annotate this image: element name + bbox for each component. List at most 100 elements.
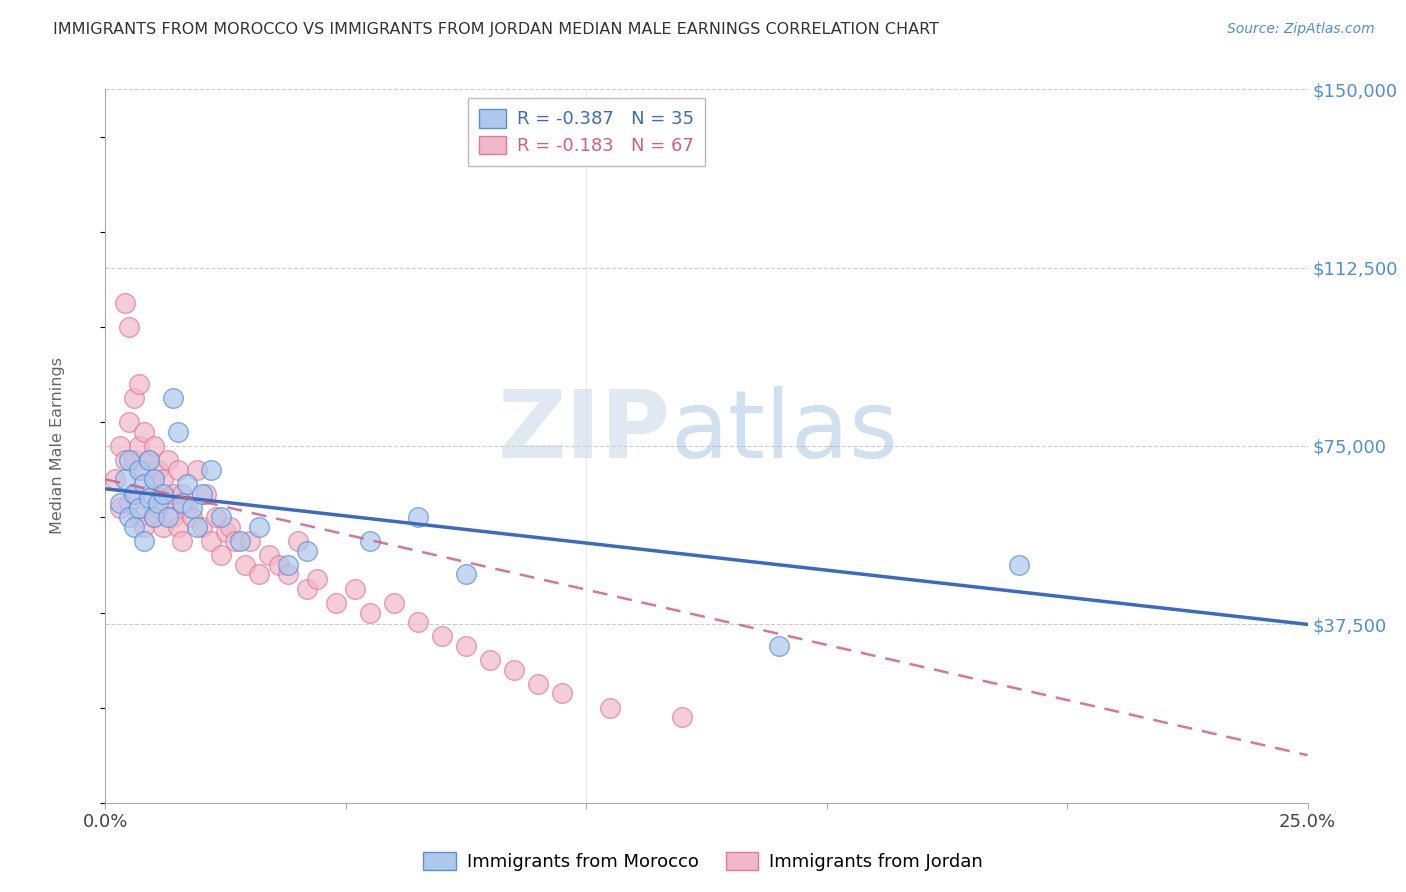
Point xyxy=(124,520,146,534)
Point xyxy=(200,463,222,477)
Point xyxy=(124,486,146,500)
Point xyxy=(172,496,194,510)
Point xyxy=(233,558,256,572)
Point xyxy=(124,486,146,500)
Point xyxy=(132,463,155,477)
Point xyxy=(257,549,280,563)
Point xyxy=(124,392,146,406)
Point xyxy=(224,534,246,549)
Point xyxy=(209,510,232,524)
Point xyxy=(297,582,319,596)
Point xyxy=(124,453,146,467)
Legend: Immigrants from Morocco, Immigrants from Jordan: Immigrants from Morocco, Immigrants from… xyxy=(416,845,990,879)
Point xyxy=(479,653,502,667)
Point xyxy=(599,700,621,714)
Point xyxy=(195,486,218,500)
Point xyxy=(214,524,236,539)
Legend: R = -0.387   N = 35, R = -0.183   N = 67: R = -0.387 N = 35, R = -0.183 N = 67 xyxy=(468,98,704,166)
Point xyxy=(172,534,194,549)
Point xyxy=(162,486,184,500)
Point xyxy=(172,486,194,500)
Point xyxy=(551,686,574,700)
Point xyxy=(527,677,550,691)
Point xyxy=(132,477,155,491)
Point xyxy=(118,496,141,510)
Point xyxy=(152,472,174,486)
Point xyxy=(142,472,165,486)
Point xyxy=(138,486,160,500)
Point xyxy=(671,710,693,724)
Point xyxy=(359,534,381,549)
Point xyxy=(118,415,141,429)
Point xyxy=(176,500,198,515)
Point xyxy=(114,296,136,310)
Point xyxy=(325,596,347,610)
Point xyxy=(359,606,381,620)
Point xyxy=(114,472,136,486)
Point xyxy=(118,510,141,524)
Point xyxy=(209,549,232,563)
Point xyxy=(108,439,131,453)
Point xyxy=(219,520,242,534)
Point xyxy=(148,463,170,477)
Point xyxy=(166,520,188,534)
Point xyxy=(430,629,453,643)
Point xyxy=(108,500,131,515)
Point xyxy=(229,534,252,549)
Point xyxy=(142,510,165,524)
Point xyxy=(768,639,790,653)
Text: Median Male Earnings: Median Male Earnings xyxy=(49,358,65,534)
Point xyxy=(132,520,155,534)
Point xyxy=(247,520,270,534)
Point xyxy=(138,453,160,467)
Point xyxy=(406,615,429,629)
Point xyxy=(132,425,155,439)
Point xyxy=(142,439,165,453)
Point xyxy=(305,572,328,586)
Point xyxy=(181,510,204,524)
Point xyxy=(128,500,150,515)
Point xyxy=(152,486,174,500)
Text: atlas: atlas xyxy=(671,385,898,478)
Point xyxy=(186,463,208,477)
Point xyxy=(162,392,184,406)
Point xyxy=(162,510,184,524)
Point xyxy=(344,582,367,596)
Text: Source: ZipAtlas.com: Source: ZipAtlas.com xyxy=(1227,22,1375,37)
Text: ZIP: ZIP xyxy=(498,385,671,478)
Point xyxy=(200,534,222,549)
Point xyxy=(156,453,179,467)
Point xyxy=(166,463,188,477)
Point xyxy=(454,567,477,582)
Point xyxy=(186,520,208,534)
Point xyxy=(239,534,262,549)
Point xyxy=(205,510,228,524)
Point xyxy=(148,496,170,510)
Point xyxy=(138,491,160,506)
Point xyxy=(166,425,188,439)
Point xyxy=(138,453,160,467)
Point xyxy=(297,543,319,558)
Text: IMMIGRANTS FROM MOROCCO VS IMMIGRANTS FROM JORDAN MEDIAN MALE EARNINGS CORRELATI: IMMIGRANTS FROM MOROCCO VS IMMIGRANTS FR… xyxy=(53,22,939,37)
Point xyxy=(156,510,179,524)
Point xyxy=(190,520,212,534)
Point xyxy=(156,491,179,506)
Point xyxy=(142,510,165,524)
Point xyxy=(118,453,141,467)
Point xyxy=(382,596,405,610)
Point xyxy=(128,510,150,524)
Point xyxy=(114,453,136,467)
Point xyxy=(128,439,150,453)
Point xyxy=(181,500,204,515)
Point xyxy=(148,500,170,515)
Point xyxy=(287,534,309,549)
Point xyxy=(406,510,429,524)
Point xyxy=(190,486,212,500)
Point xyxy=(132,534,155,549)
Point xyxy=(277,567,299,582)
Point xyxy=(1008,558,1031,572)
Point xyxy=(152,520,174,534)
Point xyxy=(142,472,165,486)
Point xyxy=(108,496,131,510)
Point xyxy=(454,639,477,653)
